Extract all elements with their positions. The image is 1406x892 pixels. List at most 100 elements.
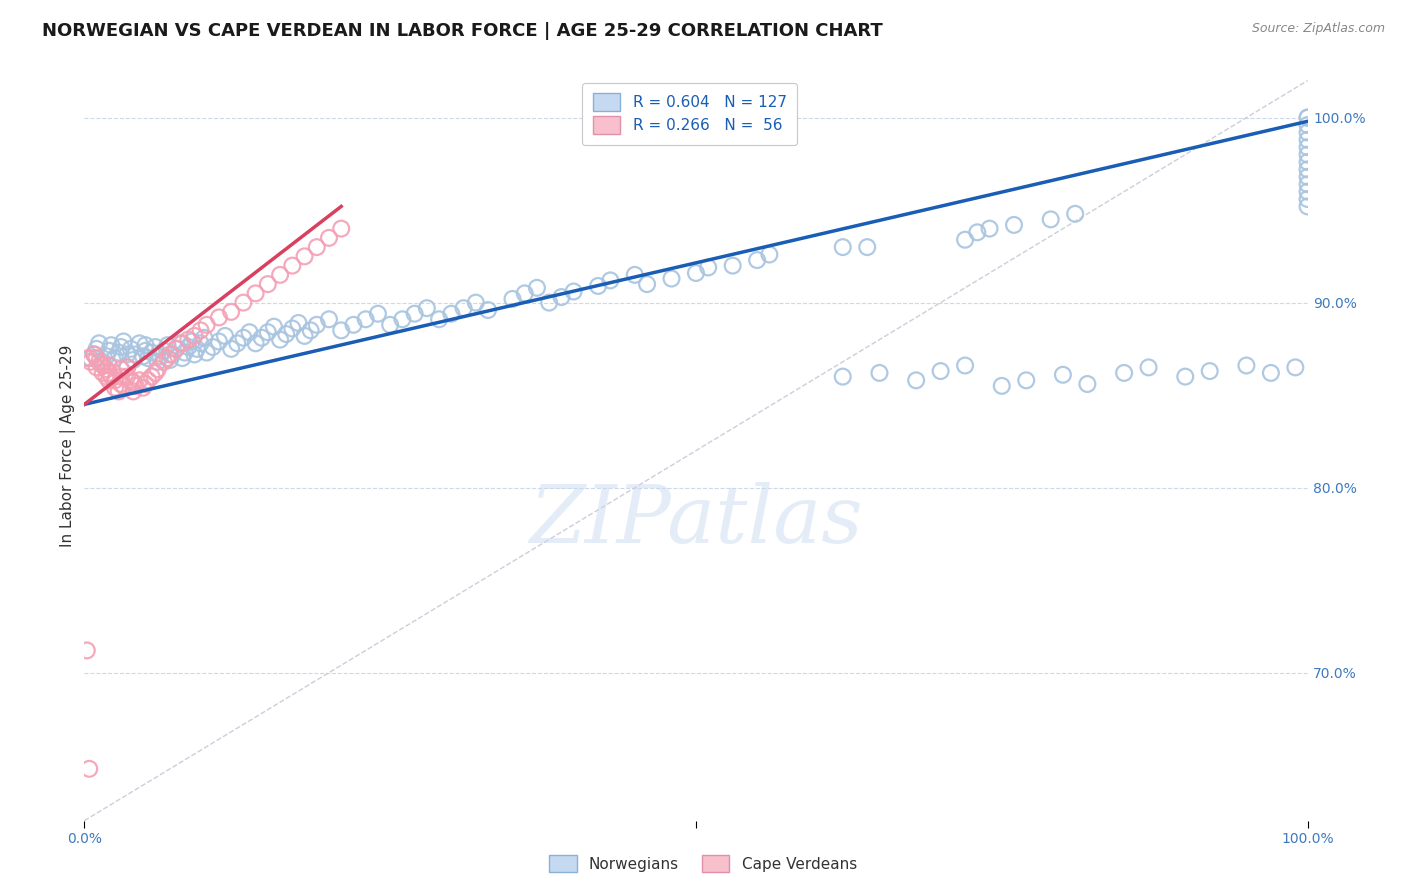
Point (143, 340, 166, 354)
Point (232, 295, 254, 310)
Point (513, 286, 536, 301)
Point (354, 312, 377, 326)
Point (257, 277, 280, 292)
Point (380, 318, 402, 332)
Point (219, 342, 242, 356)
Point (299, 323, 322, 337)
Point (477, 303, 499, 318)
Point (77, 351, 100, 365)
Point (125, 347, 148, 361)
Text: NORWEGIAN VS CAPE VERDEAN IN LABOR FORCE | AGE 25-29 CORRELATION CHART: NORWEGIAN VS CAPE VERDEAN IN LABOR FORCE… (42, 22, 883, 40)
Point (181, 334, 204, 349)
Point (263, 319, 285, 334)
Point (1296, 169, 1319, 184)
Point (953, 233, 976, 247)
Point (177, 333, 200, 347)
Point (87, 336, 110, 351)
Point (122, 384, 145, 399)
Point (330, 323, 353, 337)
Point (1296, 178, 1319, 192)
Point (172, 336, 194, 351)
Point (269, 333, 291, 347)
Point (97, 343, 120, 358)
Point (232, 331, 254, 345)
Point (156, 338, 179, 352)
Point (1296, 155, 1319, 169)
Point (1284, 360, 1306, 375)
Point (1236, 359, 1258, 373)
Point (132, 381, 155, 395)
Point (136, 373, 159, 387)
Point (195, 345, 218, 359)
Point (1076, 377, 1098, 392)
Point (721, 259, 744, 273)
Point (1296, 125, 1319, 139)
Point (697, 260, 720, 275)
Point (526, 281, 548, 295)
Point (96, 349, 118, 363)
Point (136, 351, 159, 365)
Point (1296, 140, 1319, 154)
Point (135, 343, 157, 358)
Point (97, 359, 120, 373)
Point (831, 240, 853, 254)
Point (110, 369, 132, 384)
Point (141, 369, 163, 384)
Point (661, 271, 683, 285)
Point (991, 379, 1014, 393)
Point (104, 381, 127, 395)
Point (330, 221, 353, 235)
Point (440, 307, 463, 321)
Point (318, 312, 340, 326)
Point (110, 377, 132, 392)
Point (550, 290, 572, 304)
Point (318, 231, 340, 245)
Point (966, 225, 988, 239)
Point (83, 347, 105, 361)
Point (1296, 133, 1319, 147)
Point (562, 285, 585, 299)
Point (1114, 366, 1136, 380)
Point (146, 362, 169, 376)
Point (159, 353, 181, 368)
Point (391, 312, 413, 326)
Point (245, 336, 267, 351)
Point (79, 351, 101, 365)
Point (122, 353, 145, 368)
Point (159, 347, 181, 361)
Point (1064, 207, 1087, 221)
Point (100, 338, 122, 352)
Point (104, 373, 127, 387)
Point (122, 375, 145, 389)
Point (1052, 368, 1074, 382)
Point (110, 362, 132, 376)
Point (1296, 147, 1319, 161)
Point (1137, 360, 1160, 375)
Point (91, 366, 114, 380)
Point (1296, 185, 1319, 199)
Point (257, 325, 280, 339)
Point (190, 323, 212, 337)
Point (685, 266, 707, 280)
Point (115, 360, 138, 375)
Point (416, 301, 439, 315)
Point (979, 221, 1001, 235)
Point (195, 318, 218, 332)
Point (281, 321, 304, 335)
Point (464, 295, 486, 310)
Point (86, 351, 108, 365)
Point (149, 349, 172, 363)
Point (281, 259, 304, 273)
Point (190, 336, 212, 351)
Point (97, 366, 120, 380)
Point (146, 355, 169, 369)
Point (96, 369, 118, 384)
Text: ZIPatlas: ZIPatlas (529, 483, 863, 559)
Point (169, 336, 191, 351)
Point (502, 292, 524, 306)
Point (153, 355, 176, 369)
Point (104, 351, 127, 365)
Point (183, 347, 205, 361)
Point (107, 384, 129, 399)
Legend: Norwegians, Cape Verdeans: Norwegians, Cape Verdeans (541, 847, 865, 880)
